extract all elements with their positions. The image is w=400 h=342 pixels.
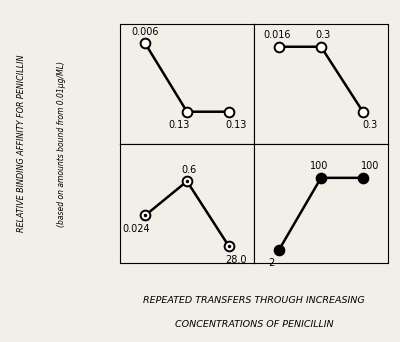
Text: 0.6: 0.6 [182, 165, 197, 175]
Text: 2: 2 [268, 258, 275, 268]
Text: 0.3: 0.3 [316, 30, 331, 40]
Text: 100: 100 [361, 161, 380, 171]
Text: RELATIVE BINDING AFFINITY FOR PENICILLIN: RELATIVE BINDING AFFINITY FOR PENICILLIN [18, 55, 26, 233]
Text: (based on amounts bound from 0.01μg/ML): (based on amounts bound from 0.01μg/ML) [58, 61, 66, 227]
Text: 0.024: 0.024 [122, 224, 150, 234]
Text: 0.016: 0.016 [263, 30, 291, 40]
Text: 100: 100 [310, 161, 328, 171]
Text: 0.13: 0.13 [226, 120, 247, 130]
Text: 0.3: 0.3 [363, 120, 378, 130]
Text: REPEATED TRANSFERS THROUGH INCREASING: REPEATED TRANSFERS THROUGH INCREASING [143, 297, 365, 305]
Text: 28.0: 28.0 [226, 255, 247, 265]
Text: 0.006: 0.006 [131, 27, 159, 37]
Text: CONCENTRATIONS OF PENICILLIN: CONCENTRATIONS OF PENICILLIN [175, 320, 333, 329]
Text: 0.13: 0.13 [169, 120, 190, 130]
